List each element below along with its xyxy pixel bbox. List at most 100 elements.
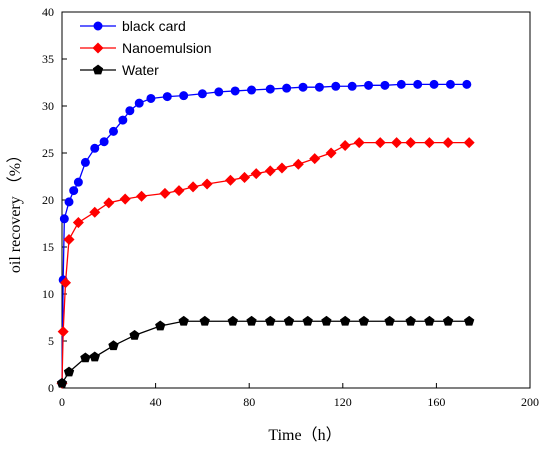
- data-point-black-card: [99, 137, 109, 147]
- y-tick-label: 15: [42, 240, 54, 254]
- data-point-nanoemulsion: [374, 137, 386, 149]
- data-point-black-card: [90, 143, 100, 153]
- x-tick-label: 80: [243, 395, 255, 409]
- data-point-nanoemulsion: [159, 187, 171, 199]
- data-point-nanoemulsion: [325, 147, 337, 159]
- data-point-nanoemulsion: [187, 181, 199, 193]
- legend-label-nanoemulsion: Nanoemulsion: [122, 40, 212, 56]
- y-axis-label: oil recovery （%）: [6, 147, 24, 273]
- y-tick-label: 20: [42, 193, 54, 207]
- data-point-water: [63, 366, 75, 377]
- x-tick-label: 0: [59, 395, 65, 409]
- legend-item-water: Water: [80, 62, 159, 78]
- series-black-card: [57, 79, 472, 388]
- series-water: [56, 315, 475, 388]
- data-point-nanoemulsion: [201, 178, 213, 190]
- data-point-water: [199, 315, 210, 326]
- data-point-black-card: [125, 106, 135, 116]
- legend-label-black-card: black card: [122, 18, 186, 34]
- data-point-water: [56, 377, 68, 388]
- data-point-nanoemulsion: [119, 193, 131, 205]
- data-point-water: [302, 315, 313, 326]
- data-point-black-card: [364, 80, 374, 90]
- data-point-black-card: [314, 82, 324, 92]
- data-point-nanoemulsion: [173, 185, 185, 197]
- data-point-black-card: [64, 197, 74, 207]
- data-point-nanoemulsion: [89, 206, 101, 218]
- data-point-water: [384, 315, 395, 326]
- data-point-black-card: [179, 91, 189, 101]
- data-point-black-card: [134, 98, 144, 108]
- data-point-black-card: [146, 93, 156, 103]
- data-point-black-card: [445, 79, 455, 89]
- legend: black card Nanoemulsion Water: [80, 18, 212, 78]
- data-point-water: [178, 315, 189, 326]
- data-point-water: [442, 315, 454, 326]
- data-point-black-card: [80, 157, 90, 167]
- data-point-nanoemulsion: [442, 137, 454, 149]
- data-point-black-card: [69, 186, 79, 196]
- data-point-nanoemulsion: [60, 277, 72, 289]
- data-point-nanoemulsion: [292, 158, 304, 170]
- data-point-black-card: [380, 80, 390, 90]
- series-layer: [56, 79, 475, 389]
- data-point-black-card: [429, 79, 439, 89]
- data-point-black-card: [247, 85, 257, 95]
- data-point-black-card: [59, 214, 69, 224]
- y-tick-label: 40: [42, 5, 54, 19]
- axes-layer: 0 40 80 120 160 200 0 5 10 15 20 25 30 35 40: [42, 5, 539, 409]
- x-tick-label: 200: [521, 395, 539, 409]
- data-point-nanoemulsion: [72, 217, 84, 229]
- data-point-black-card: [331, 81, 341, 91]
- data-point-black-card: [162, 92, 172, 102]
- y-tick-label: 35: [42, 52, 54, 66]
- data-point-nanoemulsion: [309, 153, 321, 165]
- data-point-nanoemulsion: [463, 137, 475, 149]
- data-point-nanoemulsion: [57, 326, 69, 338]
- data-point-black-card: [73, 177, 83, 187]
- y-tick-label: 0: [48, 381, 54, 395]
- y-tick-label: 10: [42, 287, 54, 301]
- x-tick-label: 160: [427, 395, 445, 409]
- data-point-water: [283, 315, 295, 326]
- data-point-water: [129, 329, 140, 340]
- legend-marker-black-card: [93, 21, 103, 31]
- y-tick-label: 25: [42, 146, 54, 160]
- data-point-water: [358, 315, 370, 326]
- data-point-nanoemulsion: [63, 233, 75, 245]
- data-point-black-card: [230, 86, 240, 96]
- data-point-water: [108, 340, 119, 351]
- data-point-nanoemulsion: [276, 162, 288, 174]
- legend-label-water: Water: [122, 62, 159, 78]
- data-point-water: [339, 315, 351, 326]
- data-point-nanoemulsion: [103, 197, 115, 209]
- data-point-nanoemulsion: [264, 165, 276, 177]
- x-tick-label: 120: [334, 395, 352, 409]
- data-point-black-card: [298, 82, 308, 92]
- series-line-water: [61, 320, 470, 384]
- y-tick-label: 30: [42, 99, 54, 113]
- x-tick-label: 40: [150, 395, 162, 409]
- data-point-water: [89, 351, 100, 362]
- data-point-black-card: [265, 84, 275, 94]
- data-point-black-card: [282, 83, 292, 93]
- data-point-black-card: [396, 79, 406, 89]
- data-point-water: [265, 315, 276, 326]
- data-point-black-card: [462, 79, 472, 89]
- data-point-nanoemulsion: [405, 137, 417, 149]
- data-point-nanoemulsion: [353, 137, 365, 149]
- data-point-water: [246, 315, 257, 326]
- data-point-black-card: [347, 81, 357, 91]
- data-point-black-card: [214, 87, 224, 97]
- legend-marker-water: [92, 64, 104, 75]
- legend-marker-nanoemulsion: [92, 42, 104, 54]
- data-point-water: [405, 315, 416, 326]
- data-point-nanoemulsion: [391, 137, 403, 149]
- series-line-black-card: [61, 83, 467, 384]
- data-point-black-card: [118, 115, 128, 125]
- data-point-nanoemulsion: [224, 174, 236, 186]
- y-tick-label: 5: [48, 334, 54, 348]
- data-point-nanoemulsion: [136, 190, 148, 202]
